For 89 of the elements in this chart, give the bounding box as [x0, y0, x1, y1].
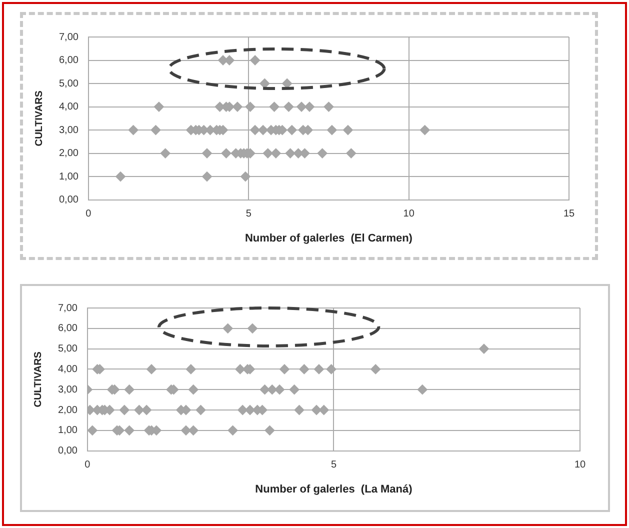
x-tick-label: 15 — [563, 208, 575, 220]
x-tick-label: 0 — [84, 460, 91, 471]
point — [284, 102, 294, 112]
point — [238, 405, 248, 415]
point — [221, 148, 232, 158]
point — [87, 425, 98, 436]
point — [420, 125, 430, 136]
point — [270, 148, 281, 158]
y-tick-label: 4,00 — [58, 102, 79, 113]
point — [146, 364, 156, 374]
y-tick-label: 6,00 — [58, 323, 78, 334]
point — [274, 384, 285, 395]
point — [262, 148, 273, 158]
point — [119, 405, 130, 415]
y-tick-label: 7,00 — [58, 302, 78, 314]
y-tick-label: 3,00 — [58, 124, 79, 136]
point — [134, 405, 144, 415]
point — [269, 102, 280, 112]
point — [245, 405, 255, 415]
point — [311, 405, 322, 415]
point — [326, 125, 337, 136]
y-tick-label: 7,00 — [58, 32, 79, 43]
point — [264, 425, 275, 436]
point — [222, 323, 233, 334]
point — [116, 172, 126, 182]
x-axis-title: Number of galerles (La Maná) — [255, 483, 413, 496]
x-tick-label: 5 — [330, 460, 337, 471]
y-axis-title: CULTIVARS — [34, 90, 45, 146]
x-tick-label: 10 — [574, 460, 586, 471]
y-tick-label: 5,00 — [58, 344, 78, 355]
point — [188, 384, 198, 395]
point — [279, 364, 290, 374]
point — [304, 102, 315, 112]
point — [250, 125, 260, 136]
point — [128, 125, 138, 136]
point — [160, 148, 170, 158]
point — [417, 384, 428, 395]
y-tick-label: 1,00 — [58, 171, 79, 182]
point — [240, 172, 250, 182]
point — [245, 102, 256, 112]
point — [202, 148, 212, 158]
point — [186, 364, 196, 374]
point — [296, 102, 306, 112]
point — [260, 384, 270, 395]
y-tick-label: 0,00 — [58, 194, 79, 206]
point — [289, 384, 300, 395]
point — [124, 425, 134, 436]
point — [317, 148, 328, 158]
point — [342, 125, 353, 136]
point — [326, 364, 336, 374]
point — [142, 405, 152, 415]
point — [267, 384, 278, 395]
y-tick-label: 5,00 — [58, 78, 79, 90]
point — [250, 55, 260, 66]
point — [124, 384, 134, 395]
x-axis-title: Number of galerles (El Carmen) — [244, 232, 413, 244]
point — [196, 405, 206, 415]
point — [232, 102, 242, 112]
point — [286, 125, 297, 136]
point — [150, 125, 161, 136]
x-tick-label: 5 — [246, 208, 252, 220]
point — [180, 425, 191, 436]
point — [188, 425, 198, 436]
point — [154, 102, 164, 112]
y-tick-label: 3,00 — [58, 384, 78, 396]
x-tick-label: 0 — [86, 208, 92, 220]
point — [318, 405, 329, 415]
point — [324, 102, 334, 112]
point — [258, 125, 268, 136]
y-tick-label: 2,00 — [58, 148, 79, 160]
y-tick-label: 2,00 — [58, 404, 78, 416]
point — [228, 425, 238, 436]
y-tick-label: 1,00 — [58, 425, 78, 436]
point — [346, 148, 356, 158]
point — [202, 172, 212, 182]
x-tick-label: 10 — [403, 208, 415, 220]
point — [294, 405, 304, 415]
y-tick-label: 0,00 — [58, 446, 78, 457]
y-tick-label: 4,00 — [58, 364, 78, 375]
point — [260, 78, 270, 89]
point — [478, 344, 489, 354]
point — [247, 323, 258, 334]
point — [299, 364, 310, 374]
y-axis-title: CULTIVARS — [32, 351, 44, 408]
y-tick-label: 6,00 — [58, 55, 79, 66]
point — [314, 364, 324, 374]
point — [235, 364, 246, 374]
point — [285, 148, 296, 158]
point — [370, 364, 381, 374]
